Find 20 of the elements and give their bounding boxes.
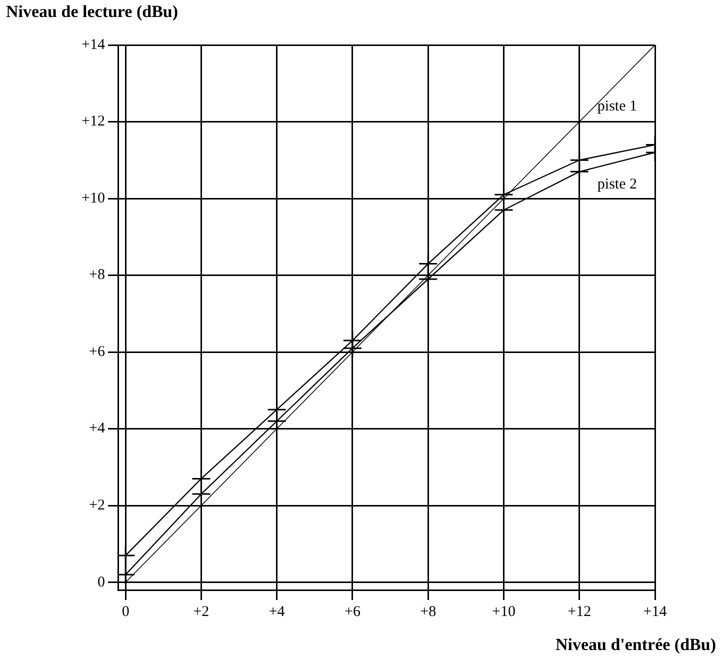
- x-tick-label: +10: [492, 604, 516, 620]
- x-tick-label: +4: [268, 604, 286, 620]
- y-tick-label: 0: [98, 574, 105, 590]
- series-label: piste 1: [597, 98, 637, 115]
- x-tick-label: +2: [193, 604, 210, 620]
- y-tick-label: +14: [82, 36, 106, 53]
- x-tick-label: +6: [344, 604, 361, 620]
- y-tick-label: +2: [89, 498, 105, 514]
- y-tick-label: +12: [82, 114, 105, 130]
- x-axis-title: Niveau d'entrée (dBu): [555, 634, 716, 654]
- x-tick-label: +12: [568, 604, 592, 620]
- y-tick-label: +10: [82, 190, 105, 206]
- y-tick-label: +4: [89, 420, 106, 437]
- x-tick-label: 0: [122, 604, 130, 620]
- x-tick-label: +8: [420, 604, 436, 620]
- x-tick-label: +14: [643, 604, 668, 620]
- y-tick-label: +6: [89, 344, 106, 360]
- y-axis-title: Niveau de lecture (dBu): [6, 2, 178, 21]
- y-tick-label: +8: [89, 267, 105, 284]
- series-label: piste 2: [597, 176, 637, 192]
